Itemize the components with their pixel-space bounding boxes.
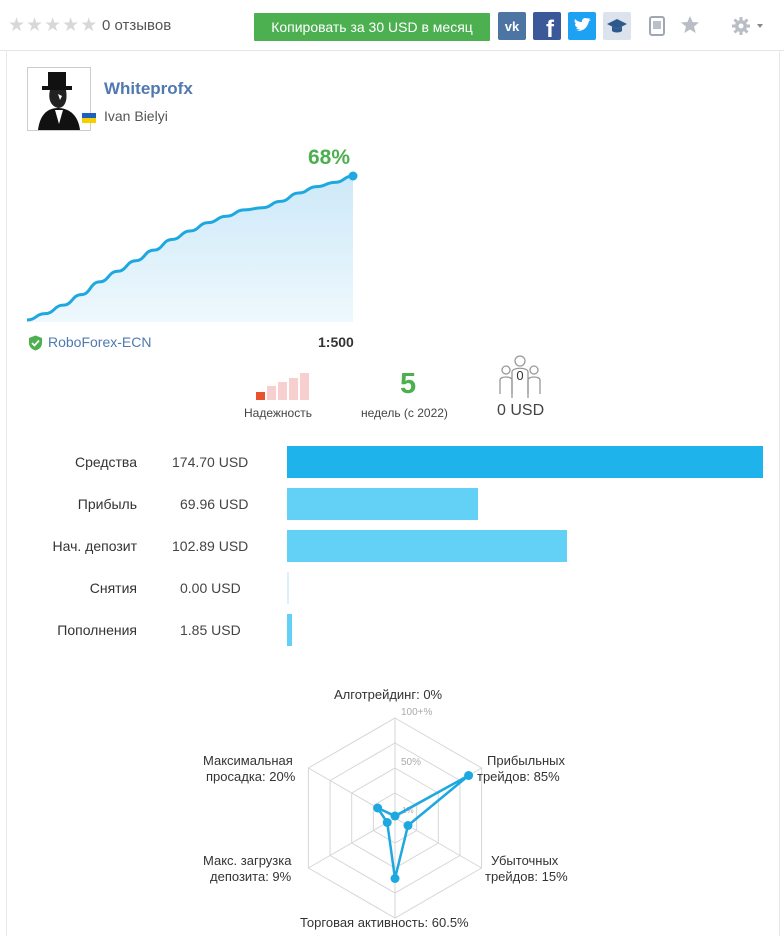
reliability-label: Надежность [244, 406, 312, 420]
balance-value: 174.70 USD [172, 454, 249, 470]
subscribers-count: 0 [516, 368, 524, 383]
signal-card [6, 50, 780, 936]
balance-value: 69.96 USD [180, 496, 249, 512]
radar-point [373, 803, 383, 813]
radar-label-loss-2: трейдов: 15% [485, 869, 568, 884]
growth-line [26, 174, 354, 322]
balance-label: Пополнения [57, 622, 137, 638]
svg-text:vk: vk [505, 19, 520, 34]
subscribers-funds: 0 USD [497, 402, 545, 419]
reviews-count[interactable]: 0 отзывов [102, 17, 172, 34]
growth-chart [26, 171, 358, 322]
balance-bar [287, 614, 293, 646]
balance-bar [287, 446, 763, 478]
reliability-bars-icon [256, 373, 309, 400]
radar-scale-label: 50% [401, 757, 421, 768]
facebook-icon[interactable]: f [533, 12, 561, 43]
balance-value: 1.85 USD [180, 622, 241, 638]
radar-label-drawdown-2: просадка: 20% [206, 769, 296, 784]
ukraine-flag-icon [82, 113, 96, 123]
avatar[interactable] [27, 67, 91, 131]
balance-bar [287, 488, 478, 520]
rating-star-icon[interactable]: ★ [44, 15, 62, 36]
balance-value: 102.89 USD [172, 538, 249, 554]
radar-label-load-1: Макс. загрузка [203, 853, 292, 868]
radar-label-algo: Алготрейдинг: 0% [334, 687, 443, 702]
vk-icon[interactable]: vk [498, 12, 526, 40]
radar-label-profit-1: Прибыльных [487, 753, 566, 768]
copy-subscribe-button[interactable]: Копировать за 30 USD в месяц [254, 13, 490, 41]
verified-shield-icon [29, 335, 42, 351]
radar-chart: 100+% 50% 1% [307, 707, 483, 919]
weeks-count: 5 [400, 368, 417, 400]
leverage-value: 1:500 [318, 334, 354, 350]
svg-text:f: f [546, 16, 555, 40]
twitter-icon[interactable] [568, 12, 596, 40]
settings-gear-icon[interactable] [731, 15, 767, 42]
rating-star-icon[interactable]: ★ [26, 15, 44, 36]
balance-bar [287, 572, 289, 604]
weeks-label: недель (с 2022) [361, 406, 448, 420]
radar-scale-label: 100+% [401, 707, 433, 718]
signal-real-name: Ivan Bielyi [104, 108, 168, 124]
education-cap-icon[interactable] [603, 12, 631, 40]
growth-percent: 68% [308, 146, 351, 169]
reliability-bar [256, 392, 265, 400]
reliability-bar [267, 386, 276, 400]
radar-scale-label: 1% [402, 806, 414, 815]
broker-link[interactable]: RoboForex-ECN [48, 334, 152, 350]
rating-star-icon[interactable]: ★ [8, 15, 26, 36]
balance-label: Прибыль [77, 496, 137, 512]
reliability-bar [300, 373, 309, 400]
radar-axis [308, 817, 396, 869]
reliability-bar [278, 382, 287, 400]
balance-value: 0.00 USD [180, 580, 241, 596]
growth-area [27, 176, 353, 322]
balance-label: Нач. депозит [52, 538, 137, 554]
radar-point [464, 771, 474, 780]
radar-point [382, 818, 392, 827]
radar-label-drawdown-1: Максимальная [203, 753, 293, 768]
bookmark-shield-icon[interactable] [648, 15, 666, 42]
balance-label: Средства [74, 454, 137, 470]
growth-end-point [348, 171, 358, 181]
favorite-star-icon[interactable] [680, 15, 700, 40]
radar-label-profit-2: трейдов: 85% [477, 769, 560, 784]
radar-series [374, 774, 470, 879]
radar-point [390, 874, 400, 883]
rating-star-icon[interactable]: ★ [80, 15, 98, 36]
radar-label-activity: Торговая активность: 60.5% [300, 915, 469, 930]
radar-label-loss-1: Убыточных [491, 853, 559, 868]
radar-point [403, 821, 413, 830]
reliability-bar [289, 378, 298, 400]
radar-label-load-2: депозита: 9% [210, 869, 292, 884]
balance-label: Снятия [89, 580, 137, 596]
rating-stars[interactable]: ★ ★ ★ ★ ★ [8, 16, 97, 35]
rating-star-icon[interactable]: ★ [62, 15, 80, 36]
radar-point [390, 811, 400, 821]
balance-bar [287, 530, 568, 562]
signal-username[interactable]: Whiteprofx [104, 79, 193, 98]
subscribers-icon [499, 355, 541, 398]
